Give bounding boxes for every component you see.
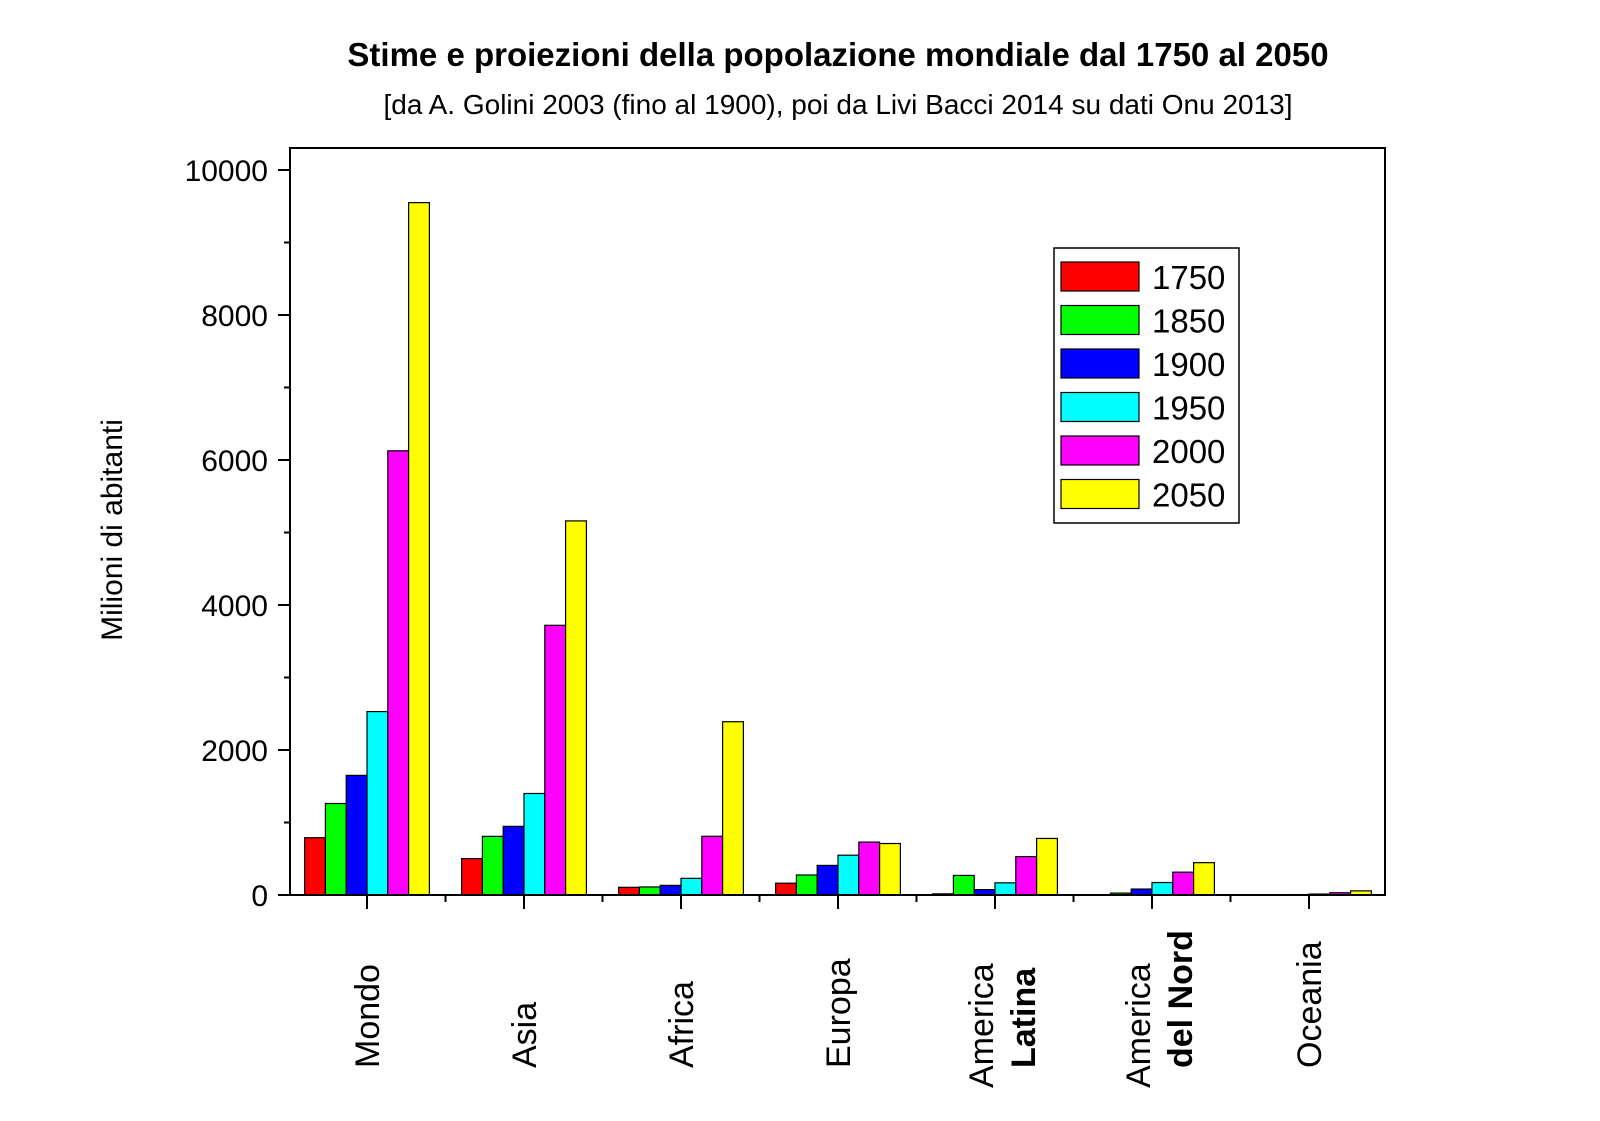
y-tick-label: 6000 — [201, 445, 268, 478]
legend-label-1950: 1950 — [1152, 390, 1225, 427]
category-label: America — [1120, 963, 1158, 1088]
bar-europa-1850 — [795, 874, 818, 896]
legend-label-1750: 1750 — [1152, 259, 1225, 296]
category-label: Mondo — [349, 964, 387, 1068]
bar-america-del-nord-2050 — [1192, 862, 1215, 896]
chart-title: Stime e proiezioni della popolazione mon… — [347, 36, 1328, 73]
legend-swatch-1950 — [1060, 391, 1140, 423]
legend-box — [1053, 247, 1240, 524]
legend: 1750 1850 1900 1950 2000 2050 — [1053, 247, 1240, 524]
y-tick-label: 4000 — [201, 590, 268, 623]
bar-africa-1750 — [617, 886, 640, 896]
bar-america-del-nord-1950 — [1151, 881, 1174, 896]
bar-africa-2000 — [701, 835, 724, 896]
legend-label-1900: 1900 — [1152, 346, 1225, 383]
category-label-line2: del Nord — [1162, 930, 1200, 1068]
legend-swatch-1900 — [1060, 348, 1140, 379]
bar-america-latina-1850 — [952, 874, 975, 896]
bar-asia-2050 — [564, 520, 587, 896]
bars-group — [304, 202, 1372, 896]
bar-mondo-2050 — [408, 202, 431, 896]
bar-europa-1750 — [774, 882, 797, 896]
category-label: Africa — [663, 981, 701, 1068]
category-label-line2: Latina — [1005, 967, 1043, 1068]
y-tick-label: 10000 — [185, 155, 268, 188]
bar-asia-1750 — [461, 858, 484, 896]
chart-subtitle: [da A. Golini 2003 (fino al 1900), poi d… — [383, 89, 1292, 120]
category-label: America — [963, 963, 1001, 1088]
y-axis-label: Milioni di abitanti — [96, 419, 129, 641]
bar-africa-1900 — [659, 884, 682, 896]
bar-america-latina-2050 — [1035, 837, 1058, 896]
bar-asia-2000 — [544, 624, 567, 896]
category-label: Asia — [506, 1002, 544, 1068]
category-label: Europa — [820, 958, 858, 1068]
bar-america-del-nord-2000 — [1172, 871, 1195, 896]
y-tick-label: 2000 — [201, 735, 268, 768]
bar-africa-1950 — [680, 877, 703, 896]
bar-africa-1850 — [638, 886, 661, 896]
x-axis: Mondo Asia Africa Europa America Latina Americ… — [349, 895, 1329, 1088]
legend-label-2050: 2050 — [1152, 477, 1225, 514]
bar-mondo-1900 — [345, 774, 368, 896]
bar-asia-1950 — [523, 792, 546, 896]
legend-label-1850: 1850 — [1152, 303, 1225, 340]
bar-europa-2050 — [878, 842, 901, 896]
legend-swatch-1750 — [1060, 261, 1140, 292]
bar-america-latina-1950 — [994, 882, 1017, 896]
legend-label-2000: 2000 — [1152, 433, 1225, 470]
bar-africa-2050 — [721, 721, 744, 896]
bar-america-latina-2000 — [1015, 855, 1038, 896]
y-axis: 0 2000 4000 6000 8000 10000 — [185, 155, 290, 913]
legend-swatch-2050 — [1060, 478, 1140, 510]
category-label: Oceania — [1291, 941, 1329, 1068]
y-tick-label: 0 — [251, 880, 268, 913]
bar-europa-1950 — [837, 854, 860, 896]
bar-europa-2000 — [858, 841, 881, 896]
legend-swatch-1850 — [1060, 304, 1140, 336]
bar-mondo-1750 — [304, 837, 327, 896]
bar-europa-1900 — [816, 864, 839, 896]
bar-mondo-1850 — [324, 802, 347, 896]
legend-swatch-2000 — [1060, 435, 1140, 466]
bar-asia-1850 — [481, 835, 504, 896]
bar-mondo-2000 — [387, 450, 410, 896]
bar-mondo-1950 — [366, 710, 389, 896]
y-tick-label: 8000 — [201, 300, 268, 333]
bar-asia-1900 — [502, 825, 525, 896]
